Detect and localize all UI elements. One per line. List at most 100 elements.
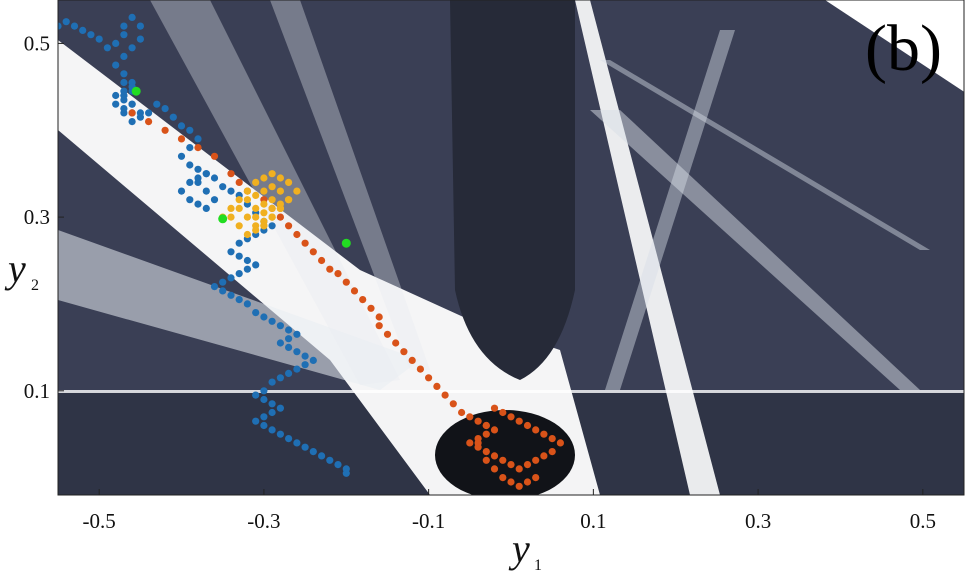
series-2-point bbox=[285, 178, 293, 186]
series-1-point bbox=[490, 465, 499, 473]
series-1-point bbox=[548, 448, 556, 456]
series-1-point bbox=[293, 230, 301, 239]
series-0-point bbox=[210, 174, 219, 182]
series-1-point bbox=[334, 270, 342, 278]
series-0-point bbox=[70, 22, 79, 30]
series-0-point bbox=[276, 404, 284, 412]
series-0-point bbox=[219, 287, 227, 295]
series-0-point bbox=[243, 265, 251, 273]
series-0-point bbox=[112, 61, 120, 69]
series-0-point bbox=[227, 248, 235, 256]
series-0-point bbox=[268, 408, 276, 417]
series-0-point bbox=[301, 352, 309, 360]
series-0-point bbox=[210, 283, 219, 291]
series-1-point bbox=[523, 478, 532, 486]
series-2-point bbox=[260, 209, 268, 217]
series-1-point bbox=[499, 408, 507, 417]
series-1-point bbox=[515, 465, 523, 473]
x-tick-label: -0.3 bbox=[247, 509, 280, 533]
series-0-point bbox=[194, 165, 202, 173]
light-ray-right-1 bbox=[590, 110, 920, 390]
series-0-point bbox=[112, 100, 120, 108]
series-0-point bbox=[153, 100, 161, 108]
series-0-point bbox=[276, 322, 284, 330]
series-0-point bbox=[293, 330, 301, 338]
series-1-point bbox=[523, 421, 532, 430]
series-0-point bbox=[285, 335, 293, 343]
series-2-point bbox=[260, 187, 268, 195]
series-1 bbox=[128, 109, 565, 490]
series-3-point bbox=[131, 86, 141, 96]
series-1-point bbox=[375, 322, 383, 330]
series-0-point bbox=[161, 105, 169, 113]
series-1-point bbox=[466, 413, 474, 421]
panel-label: (b) bbox=[865, 12, 942, 85]
series-1-point bbox=[359, 296, 367, 304]
series-0-point bbox=[334, 461, 342, 469]
series-0-point bbox=[128, 13, 136, 21]
series-0-point bbox=[219, 278, 227, 286]
series-1-point bbox=[392, 339, 400, 347]
series-2-point bbox=[268, 196, 276, 204]
series-1-point bbox=[532, 426, 540, 434]
series-0-point bbox=[318, 452, 326, 460]
dark-column bbox=[450, 0, 575, 380]
series-0-point bbox=[235, 296, 243, 304]
series-0-point bbox=[326, 456, 334, 464]
series-0-point bbox=[112, 39, 120, 48]
series-2-point bbox=[285, 196, 293, 204]
series-2-point bbox=[252, 178, 260, 186]
series-2-point bbox=[276, 204, 284, 212]
series-1-point bbox=[540, 452, 548, 460]
series-0-point bbox=[194, 200, 202, 208]
series-1-point bbox=[507, 461, 515, 469]
series-1-point bbox=[490, 404, 499, 412]
series-1-point bbox=[145, 118, 153, 126]
series-2-point bbox=[268, 183, 276, 191]
series-2-point bbox=[243, 187, 251, 195]
series-2-point bbox=[260, 200, 268, 208]
series-0-point bbox=[186, 178, 194, 186]
series-0-point bbox=[202, 187, 210, 195]
series-2-point bbox=[276, 174, 284, 182]
y-ticks: 0.1 0.3 0.5 bbox=[24, 31, 64, 403]
series-1-point bbox=[375, 313, 383, 321]
series-1-point bbox=[350, 287, 359, 295]
series-0-point bbox=[120, 31, 128, 39]
series-1-point bbox=[276, 213, 284, 221]
series-0-point bbox=[293, 348, 301, 356]
series-0-point bbox=[268, 426, 276, 434]
series-0-point bbox=[128, 44, 136, 52]
series-0-point bbox=[177, 122, 186, 130]
series-0-point bbox=[128, 118, 136, 126]
x-tick-label: 0.1 bbox=[580, 509, 606, 533]
series-0-point bbox=[120, 22, 128, 30]
series-1-point bbox=[235, 178, 243, 186]
series-0-point bbox=[260, 387, 268, 395]
series-3-point bbox=[341, 238, 351, 248]
series-0-point bbox=[62, 18, 70, 26]
series-0-point bbox=[210, 196, 219, 204]
series-0-point bbox=[87, 31, 95, 39]
x-tick-label: -0.5 bbox=[83, 509, 116, 533]
series-0-point bbox=[79, 26, 87, 34]
series-0-point bbox=[95, 35, 103, 43]
series-1-point bbox=[416, 365, 424, 373]
series-1-point bbox=[301, 239, 309, 247]
series-0-point bbox=[227, 187, 235, 195]
series-0-point bbox=[235, 270, 243, 278]
series-1-point bbox=[474, 417, 482, 425]
series-0-point bbox=[136, 22, 144, 30]
series-0-point bbox=[186, 144, 194, 152]
series-0-point bbox=[120, 70, 128, 78]
series-1-point bbox=[433, 382, 441, 390]
series-2-point bbox=[227, 204, 235, 212]
series-1-point bbox=[532, 474, 540, 482]
series-1-point bbox=[515, 417, 523, 425]
series-1-point bbox=[194, 144, 202, 152]
series-0-point bbox=[136, 113, 144, 121]
series-1-point bbox=[515, 482, 523, 490]
series-0-point bbox=[268, 222, 276, 230]
series-2-point bbox=[243, 213, 251, 221]
